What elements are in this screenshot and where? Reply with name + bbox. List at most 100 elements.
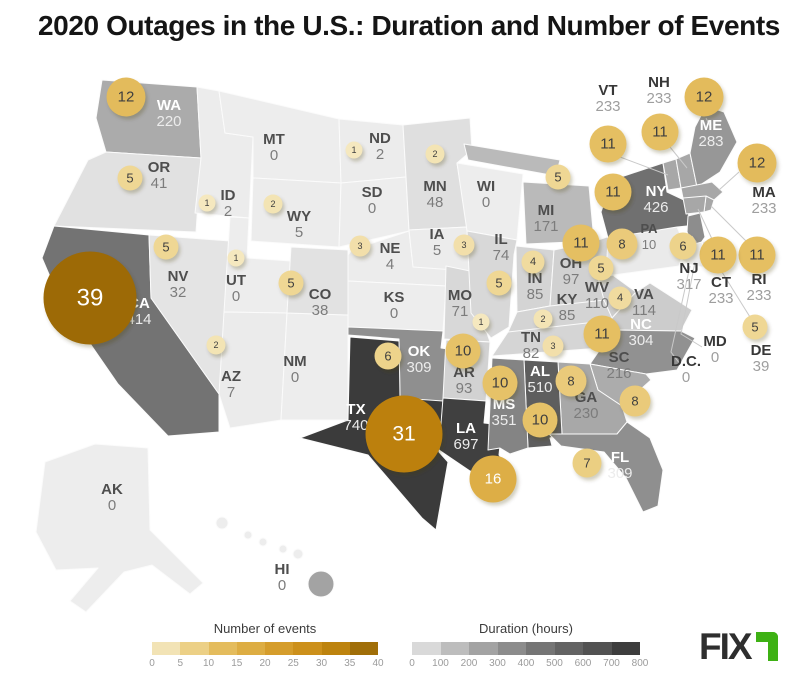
events-bubble-TN bbox=[542, 335, 564, 357]
state-label-SC: SC bbox=[609, 349, 630, 366]
events-bubble-ND bbox=[345, 141, 363, 159]
state-duration-AR: 93 bbox=[456, 380, 473, 397]
state-duration-PA: 10 bbox=[642, 237, 656, 252]
events-legend-ticks: 0 5 10 15 20 25 30 35 40 bbox=[149, 658, 383, 670]
state-label-WA: WA bbox=[157, 97, 181, 114]
state-FL bbox=[548, 421, 664, 513]
state-label-IL: IL bbox=[494, 231, 507, 248]
state-label-TN: TN bbox=[521, 329, 541, 346]
callout-line-DC bbox=[670, 265, 691, 365]
state-duration-WI: 0 bbox=[482, 194, 490, 211]
events-bubble-NY bbox=[594, 173, 632, 211]
events-bubble-value-IN: 4 bbox=[530, 256, 536, 268]
state-duration-OH: 97 bbox=[563, 271, 580, 288]
events-bubble-value-LA: 16 bbox=[485, 471, 502, 488]
state-label-MN: MN bbox=[423, 178, 446, 195]
state-label-MD: MD bbox=[703, 333, 726, 350]
events-bubble-LA bbox=[469, 455, 517, 503]
state-HI-island bbox=[307, 570, 335, 598]
state-label-MI: MI bbox=[538, 202, 555, 219]
callout-line-MD bbox=[680, 261, 703, 348]
events-bubble-ID bbox=[198, 194, 216, 212]
state-duration-DC: 0 bbox=[682, 369, 690, 386]
events-bubble-NV bbox=[153, 234, 179, 260]
state-duration-MI: 171 bbox=[533, 218, 558, 235]
duration-legend-segment-3 bbox=[497, 642, 526, 655]
events-bubble-value-IA: 3 bbox=[461, 240, 466, 250]
events-legend-tick-20: 20 bbox=[259, 658, 271, 669]
events-bubble-IL bbox=[486, 270, 512, 296]
state-duration-NJ: 317 bbox=[676, 276, 701, 293]
state-duration-TX: 740 bbox=[343, 417, 368, 434]
events-legend-segment-7 bbox=[349, 642, 378, 655]
events-legend-tick-40: 40 bbox=[372, 658, 384, 669]
state-duration-WA: 220 bbox=[156, 113, 181, 130]
events-bubble-value-MN: 2 bbox=[432, 149, 437, 159]
events-bubble-value-VT: 11 bbox=[600, 136, 616, 153]
state-duration-FL: 309 bbox=[607, 465, 632, 482]
events-legend-tick-35: 35 bbox=[344, 658, 356, 669]
callout-line-MA bbox=[718, 171, 740, 191]
events-legend-tick-10: 10 bbox=[202, 658, 215, 669]
state-duration-SD: 0 bbox=[368, 200, 376, 217]
state-duration-MT: 0 bbox=[270, 147, 278, 164]
state-duration-HI: 0 bbox=[278, 577, 286, 594]
events-bubble-value-AL: 10 bbox=[532, 412, 549, 429]
state-duration-VA: 114 bbox=[632, 302, 656, 319]
events-bubble-MA bbox=[737, 143, 777, 183]
state-label-VA: VA bbox=[634, 286, 654, 303]
events-bubble-GA bbox=[555, 365, 587, 397]
state-duration-CT: 233 bbox=[708, 290, 733, 307]
events-bubble-WY bbox=[263, 194, 283, 214]
events-bubble-NE bbox=[349, 235, 371, 257]
state-label-WY: WY bbox=[287, 208, 311, 225]
events-bubble-CA bbox=[43, 251, 137, 345]
state-LA bbox=[438, 397, 515, 474]
duration-legend-segment-5 bbox=[554, 642, 583, 655]
events-bubble-value-RI: 11 bbox=[749, 247, 765, 264]
state-duration-WV: 110 bbox=[585, 295, 609, 312]
events-legend-segment-4 bbox=[265, 642, 294, 655]
state-label-HI: HI bbox=[275, 561, 290, 578]
state-duration-NE: 4 bbox=[386, 256, 394, 273]
events-bubble-RI bbox=[738, 236, 776, 274]
events-bubble-value-GA: 8 bbox=[567, 374, 574, 389]
events-bubble-value-MI: 5 bbox=[554, 170, 561, 185]
events-bubble-PA bbox=[606, 228, 638, 260]
duration-legend-tick-600: 600 bbox=[574, 658, 592, 669]
events-bubble-value-VA: 4 bbox=[617, 292, 623, 304]
events-bubble-value-TN: 3 bbox=[550, 341, 555, 351]
state-label-UT: UT bbox=[226, 272, 246, 289]
state-label-ND: ND bbox=[369, 130, 391, 147]
duration-legend-tick-100: 100 bbox=[432, 658, 449, 669]
events-legend-tick-0: 0 bbox=[149, 658, 155, 669]
state-duration-NY: 426 bbox=[643, 199, 668, 216]
events-legend-tick-25: 25 bbox=[287, 658, 299, 669]
state-label-FL: FL bbox=[611, 449, 629, 466]
duration-legend-segment-1 bbox=[440, 642, 469, 655]
state-duration-CO: 38 bbox=[312, 302, 329, 319]
duration-legend-title: Duration (hours) bbox=[479, 621, 573, 636]
state-CT bbox=[682, 195, 707, 215]
state-duration-MD: 0 bbox=[711, 349, 719, 366]
events-bubble-value-WY: 2 bbox=[270, 199, 275, 209]
duration-legend-tick-400: 400 bbox=[517, 658, 535, 669]
state-label-DC: D.C. bbox=[671, 353, 701, 370]
state-duration-MS: 351 bbox=[491, 412, 516, 429]
events-bubble-value-ID: 1 bbox=[204, 198, 209, 208]
state-duration-KS: 0 bbox=[390, 305, 398, 322]
callout-line-CT bbox=[697, 208, 713, 240]
state-duration-LA: 697 bbox=[453, 436, 478, 453]
events-bubble-MN bbox=[425, 144, 445, 164]
state-duration-UT: 0 bbox=[232, 288, 240, 305]
events-bubble-value-CO: 5 bbox=[287, 276, 294, 291]
state-duration-NV: 32 bbox=[170, 284, 187, 301]
events-bubble-value-SC: 8 bbox=[631, 394, 638, 409]
events-bubble-value-NJ: 6 bbox=[679, 239, 686, 254]
state-MA bbox=[680, 181, 724, 201]
events-legend-segment-1 bbox=[180, 642, 209, 655]
events-legend-segment-6 bbox=[321, 642, 350, 655]
state-label-NE: NE bbox=[380, 240, 401, 257]
events-bubble-VT bbox=[589, 125, 627, 163]
events-legend-tick-15: 15 bbox=[231, 658, 243, 669]
